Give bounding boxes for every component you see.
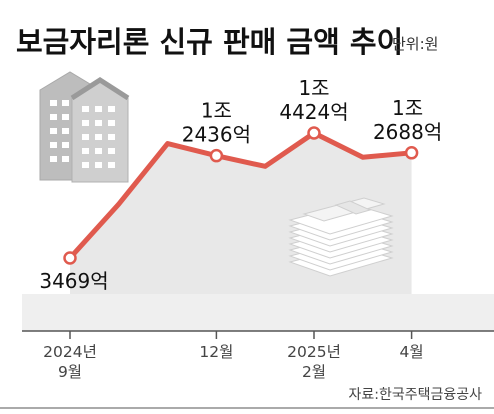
source-label: 자료:한국주택금융공사 (348, 387, 482, 403)
data-label-2024-12-0: 1조 (201, 99, 232, 123)
data-label-2025-04-1: 2688억 (373, 120, 442, 144)
x-tick-label-1-0: 12월 (199, 343, 233, 361)
x-tick-label-2-1: 2월 (302, 363, 326, 381)
data-label-2024-12-1: 2436억 (182, 123, 251, 147)
unit-label: 단위:원 (392, 35, 438, 53)
x-tick-label-0-0: 2024년 (43, 343, 97, 361)
data-label-2025-02-0: 1조 (298, 76, 329, 100)
x-tick-label-0-1: 9월 (58, 363, 82, 381)
data-label-2024-09-0: 3469억 (39, 269, 108, 293)
data-point-2024-09 (63, 251, 77, 265)
data-label-2025-02-1: 4424억 (279, 100, 348, 124)
x-tick-label-2-0: 2025년 (287, 343, 341, 361)
data-point-2025-02 (307, 126, 321, 140)
money-stack-icon (288, 197, 394, 277)
baseline-band (22, 294, 494, 331)
data-point-2025-04 (404, 146, 419, 160)
apartment-building-icon (39, 71, 130, 183)
series-line (67, 130, 415, 261)
x-tick-label-3-0: 4월 (400, 343, 424, 361)
data-point-2024-12 (209, 148, 224, 163)
chart-title: 보금자리론 신규 판매 금액 추이 (16, 25, 403, 59)
data-label-2025-04-0: 1조 (392, 96, 423, 120)
